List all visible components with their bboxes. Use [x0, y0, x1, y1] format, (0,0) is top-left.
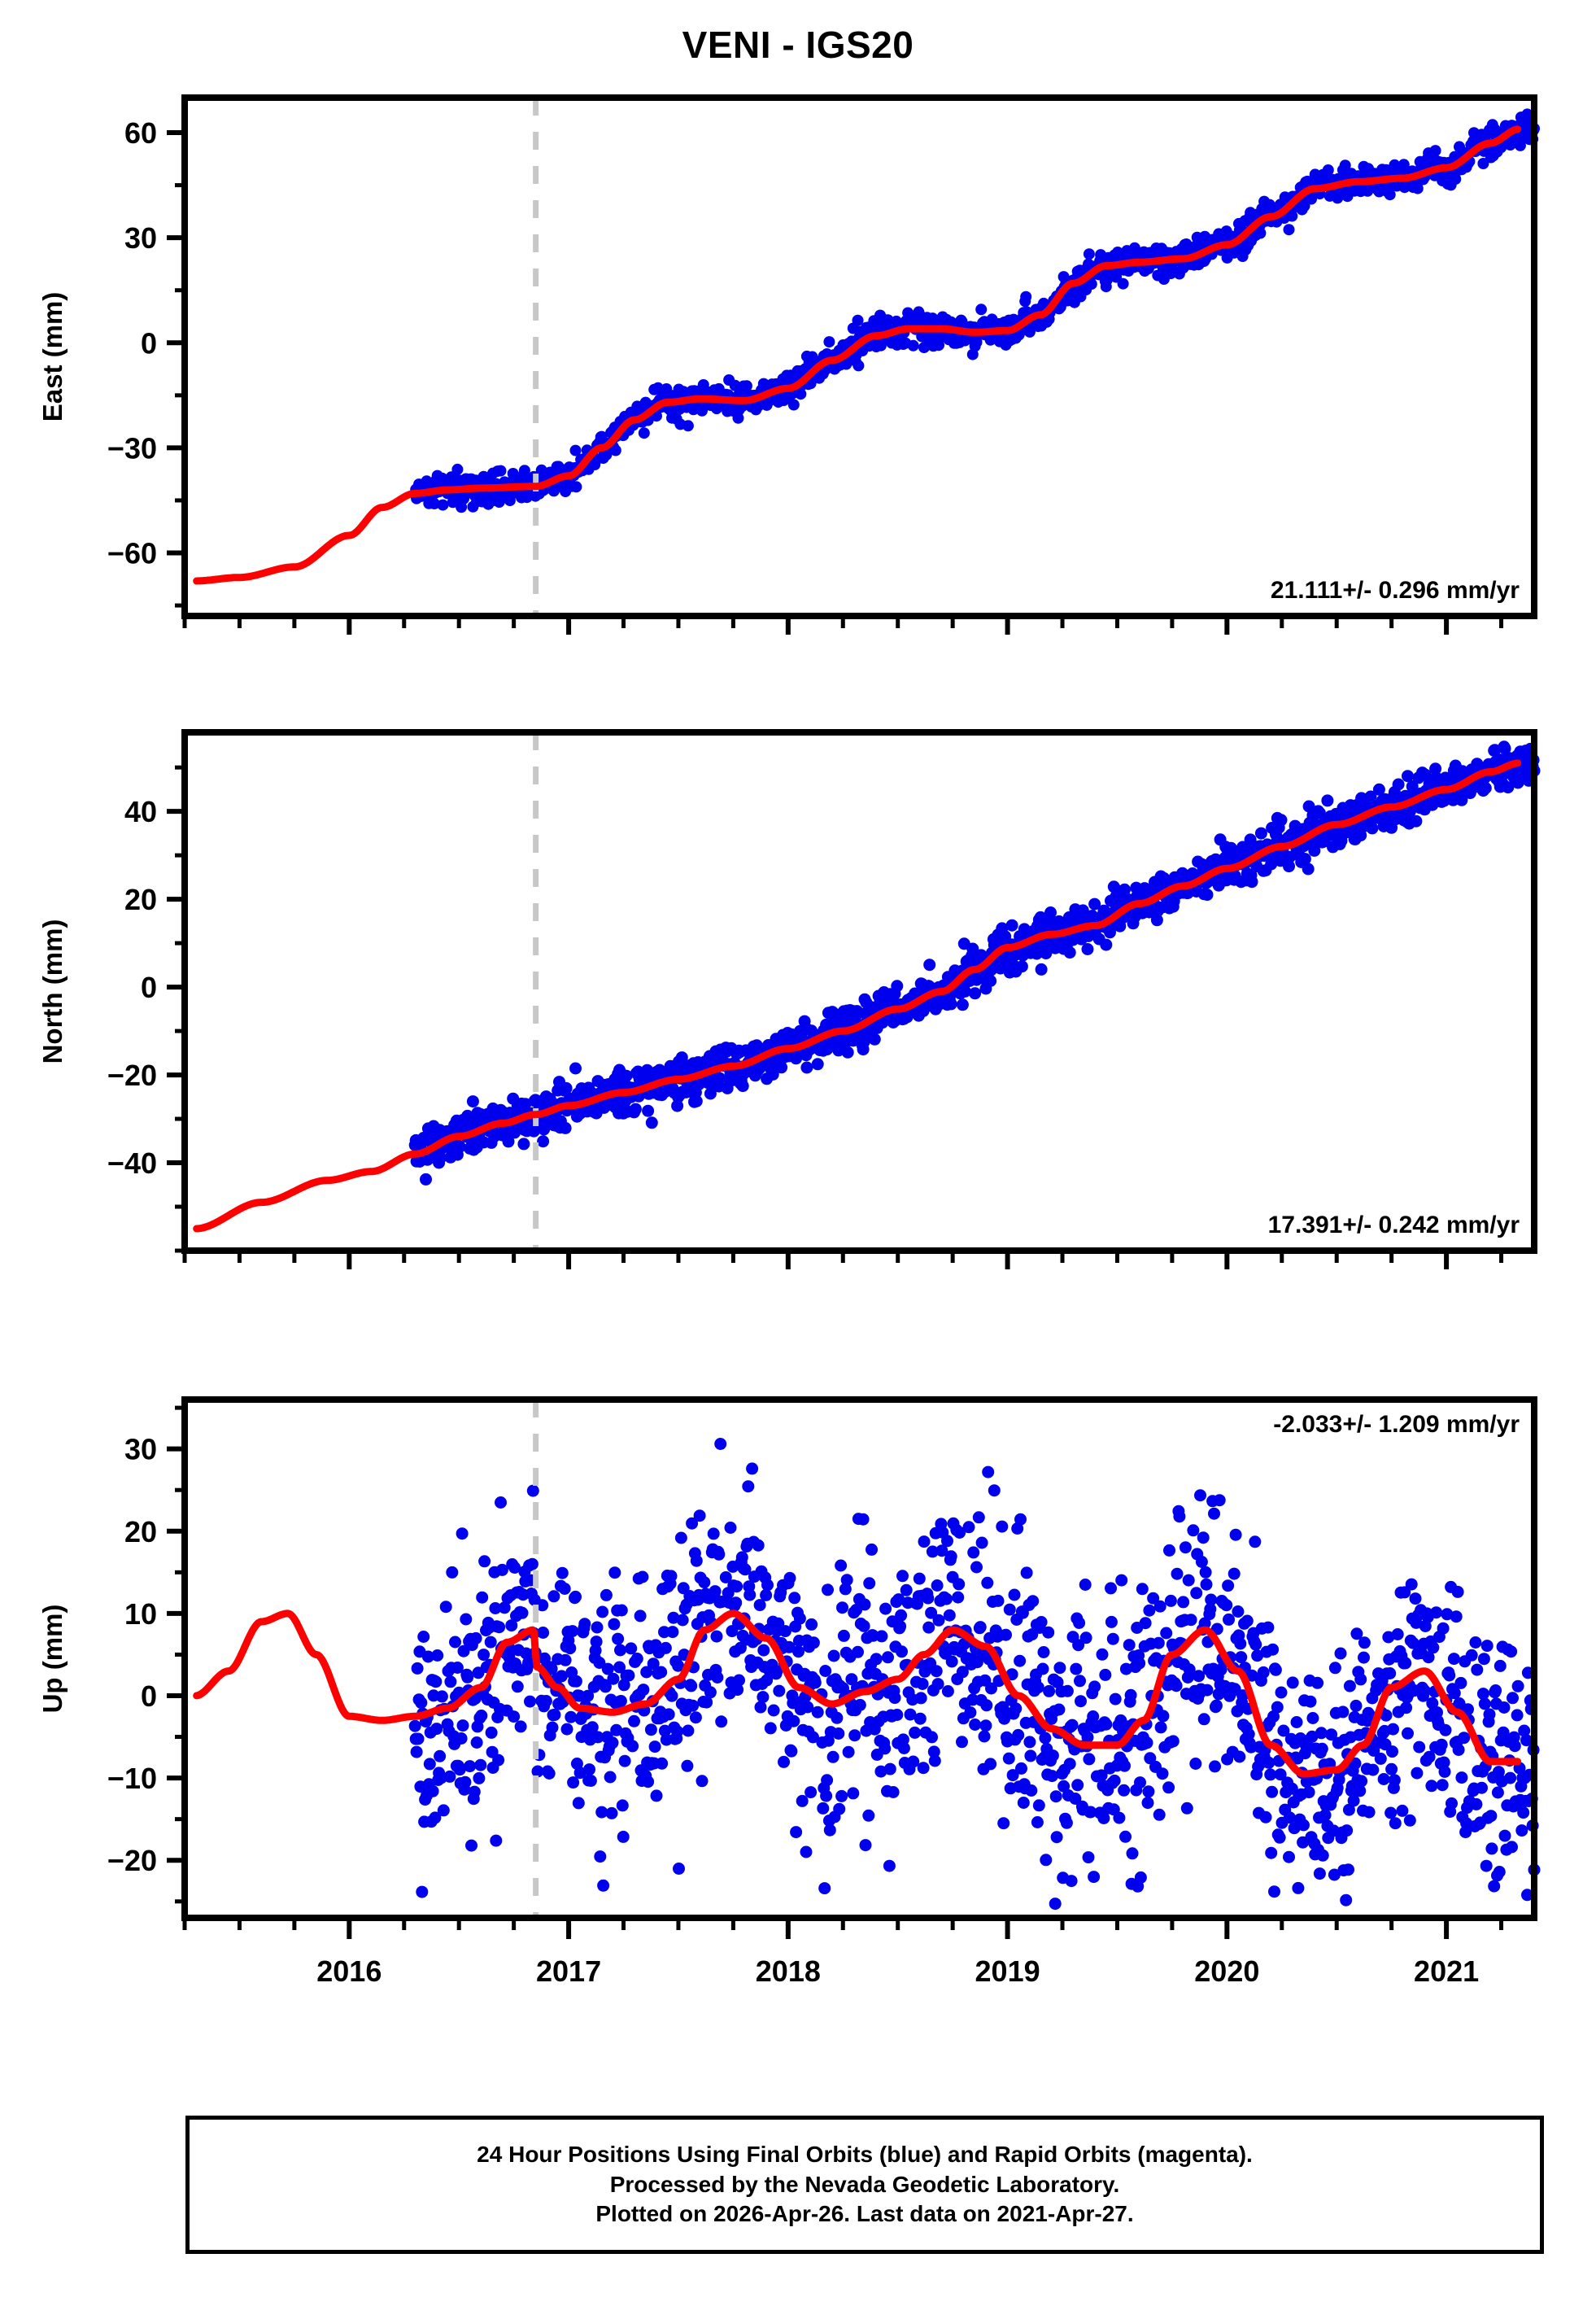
svg-text:2021: 2021 — [1414, 1954, 1479, 1988]
y-axis-east: 60 30 0 −30 −60 — [107, 116, 185, 608]
svg-text:0: 0 — [141, 326, 157, 360]
y-axis-label-north: North (mm) — [37, 919, 68, 1064]
svg-text:−20: −20 — [107, 1059, 157, 1092]
svg-text:60: 60 — [124, 116, 157, 150]
svg-text:2018: 2018 — [756, 1954, 821, 1988]
y-axis-up: 30 20 10 0 −10 −20 — [107, 1405, 185, 1904]
axis-frame-north — [181, 729, 1537, 1254]
footer-line-1: 24 Hour Positions Using Final Orbits (bl… — [477, 2142, 1253, 2168]
footer-line-3: Plotted on 2026-Apr-26. Last data on 202… — [595, 2201, 1134, 2227]
fit-curve-north — [193, 759, 1522, 1233]
page-title: VENI - IGS20 — [682, 24, 914, 66]
rate-annotation-up: -2.033+/- 1.209 mm/yr — [1273, 1411, 1520, 1438]
svg-text:2020: 2020 — [1194, 1954, 1259, 1988]
rate-annotation-east: 21.111+/- 0.296 mm/yr — [1271, 577, 1520, 604]
y-axis-north: 40 20 0 −20 −40 — [107, 765, 185, 1253]
svg-text:2019: 2019 — [975, 1954, 1040, 1988]
svg-text:0: 0 — [141, 1679, 157, 1713]
svg-text:20: 20 — [124, 1515, 157, 1548]
scatter-points-north — [408, 740, 1541, 1186]
svg-text:20: 20 — [124, 883, 157, 916]
svg-text:0: 0 — [141, 971, 157, 1004]
svg-text:−20: −20 — [107, 1844, 157, 1877]
svg-text:−10: −10 — [107, 1762, 157, 1795]
fit-curve-east — [193, 125, 1522, 585]
footer-caption-box: 24 Hour Positions Using Final Orbits (bl… — [185, 2116, 1544, 2254]
axis-frame-up — [181, 1396, 1537, 1921]
svg-text:40: 40 — [124, 795, 157, 828]
chart-svg-up: 30 20 10 0 −10 −20 2016 2017 2018 2019 2020 2021 Up … — [37, 1396, 1541, 1988]
svg-text:30: 30 — [124, 1433, 157, 1466]
svg-text:2016: 2016 — [316, 1954, 382, 1988]
svg-text:10: 10 — [124, 1597, 157, 1631]
svg-text:30: 30 — [124, 221, 157, 255]
fit-curve-up — [193, 1609, 1522, 1778]
x-axis-up: 2016 2017 2018 2019 2020 2021 — [182, 1918, 1504, 1988]
chart-panel-up: 30 20 10 0 −10 −20 2016 2017 2018 2019 2020 2021 Up … — [0, 1383, 1596, 2002]
y-axis-label-east: East (mm) — [37, 292, 68, 422]
scatter-points-up — [408, 1438, 1541, 1911]
svg-text:−30: −30 — [107, 431, 157, 465]
footer-line-2: Processed by the Nevada Geodetic Laborat… — [609, 2171, 1120, 2197]
rate-annotation-north: 17.391+/- 0.242 mm/yr — [1268, 1212, 1520, 1238]
scatter-points-east — [409, 108, 1540, 513]
y-axis-label-up: Up (mm) — [37, 1605, 68, 1714]
svg-text:−60: −60 — [107, 537, 157, 570]
svg-text:2017: 2017 — [536, 1954, 601, 1988]
axis-frame-east — [181, 94, 1537, 619]
svg-text:−40: −40 — [107, 1146, 157, 1180]
